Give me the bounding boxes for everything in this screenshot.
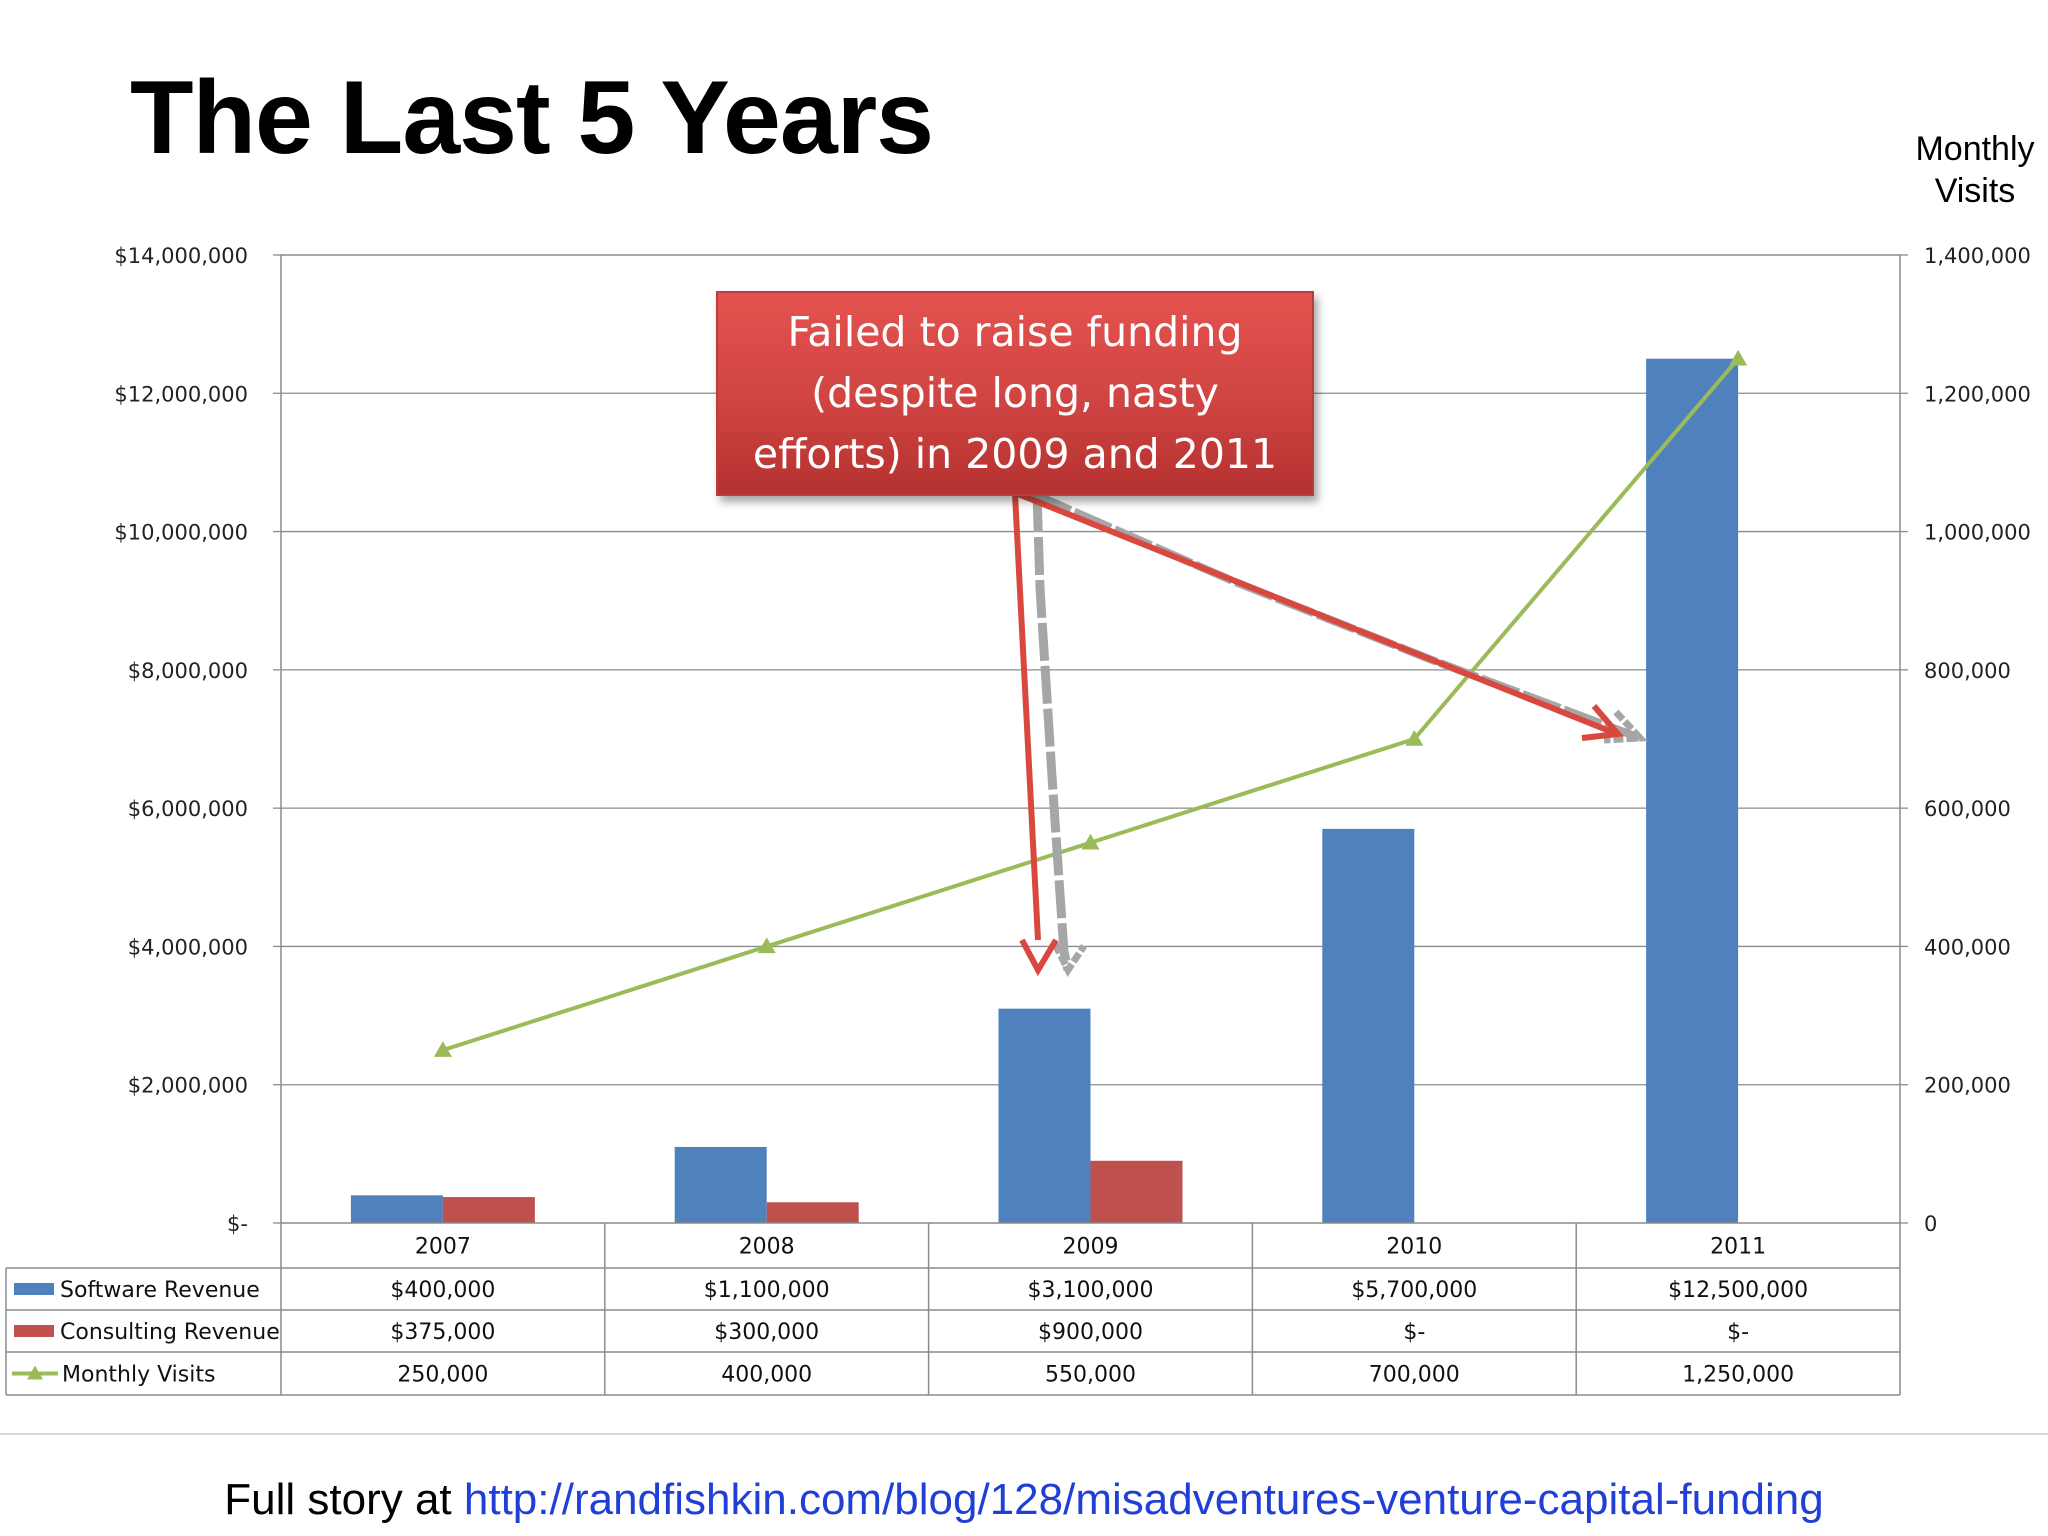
slide-title: The Last 5 Years — [130, 60, 934, 176]
visits-marker — [1405, 730, 1424, 746]
y-right-tick-label: 1,000,000 — [1924, 521, 2031, 545]
legend-key-consulting — [14, 1325, 54, 1337]
right-axis-title-line2: Visits — [1934, 172, 2016, 210]
data-table-cell: $400,000 — [390, 1278, 495, 1303]
annotation-arrows — [1012, 490, 1648, 977]
footer-link[interactable]: http://randfishkin.com/blog/128/misadven… — [463, 1475, 1824, 1524]
data-table-cell: $1,100,000 — [704, 1278, 830, 1303]
data-table-cell: 550,000 — [1045, 1363, 1136, 1388]
bar-consulting-revenue — [766, 1202, 859, 1223]
footer: Full story at http://randfishkin.com/blo… — [0, 1472, 2048, 1528]
data-table-cell: 700,000 — [1369, 1363, 1460, 1388]
y-right-tick-label: 200,000 — [1924, 1074, 2011, 1098]
arrow-to-2011 — [1016, 491, 1614, 735]
legend-key-software — [14, 1283, 54, 1295]
funding-callout: Failed to raise funding (despite long, n… — [716, 291, 1314, 496]
legend-label: Monthly Visits — [62, 1363, 215, 1388]
data-table-cell: $5,700,000 — [1351, 1278, 1477, 1303]
arrow-to-2011-head — [1581, 704, 1624, 741]
legend-label: Software Revenue — [60, 1278, 260, 1303]
data-table-cell: $375,000 — [390, 1320, 495, 1345]
y-right-tick-label: 1,200,000 — [1924, 382, 2031, 406]
arrow-to-2011-shadow — [1032, 490, 1642, 742]
data-table-cell: $12,500,000 — [1668, 1278, 1808, 1303]
axes: $- 0 $2,000,000 200,000 $4,000,000 400,000 $6,… — [114, 244, 2031, 1236]
arrow-to-2009 — [1012, 493, 1041, 941]
y-left-tick-label: $- — [227, 1212, 248, 1236]
data-table: 2007 2008 2009 2010 2011 Software Revenue $400… — [5, 1223, 1901, 1396]
y-right-tick-label: 400,000 — [1924, 935, 2011, 959]
data-table-cell: $300,000 — [714, 1320, 819, 1345]
legend-key-visits-marker — [27, 1365, 43, 1380]
visits-marker — [1081, 833, 1100, 850]
visits-line — [433, 349, 1748, 1057]
bars — [350, 358, 1739, 1223]
bar-software-revenue — [674, 1146, 767, 1223]
bar-software-revenue — [1322, 828, 1415, 1223]
y-left-tick-label: $6,000,000 — [128, 797, 248, 821]
y-left-tick-label: $2,000,000 — [128, 1074, 248, 1098]
y-left-tick-label: $4,000,000 — [128, 935, 248, 959]
x-category-label: 2009 — [1063, 1235, 1119, 1260]
y-right-tick-label: 1,400,000 — [1924, 244, 2031, 268]
legend-label: Consulting Revenue — [60, 1320, 280, 1345]
y-right-tick-label: 0 — [1924, 1212, 1937, 1236]
data-table-cell: $- — [1403, 1320, 1425, 1345]
y-right-tick-label: 800,000 — [1924, 659, 2011, 683]
y-left-tick-label: $12,000,000 — [114, 382, 248, 406]
data-table-cell: $900,000 — [1038, 1320, 1143, 1345]
bar-software-revenue — [998, 1008, 1091, 1223]
x-category-label: 2007 — [415, 1235, 471, 1260]
bar-software-revenue — [350, 1195, 443, 1223]
y-left-tick-label: $8,000,000 — [128, 659, 248, 683]
visits-marker — [757, 937, 776, 954]
right-axis-title: Monthly Visits — [1895, 128, 2048, 212]
x-category-label: 2010 — [1386, 1235, 1442, 1260]
visits-marker — [1729, 349, 1748, 366]
gridlines — [281, 392, 1900, 1086]
arrow-to-2011-shadow-head — [1603, 709, 1648, 744]
arrow-to-2009-shadow-head — [1051, 942, 1087, 977]
bar-software-revenue — [1646, 358, 1739, 1223]
revenue-visits-chart: $- 0 $2,000,000 200,000 $4,000,000 400,000 $6,… — [5, 244, 2031, 1396]
y-left-tick-label: $10,000,000 — [114, 521, 248, 545]
footer-divider — [0, 1433, 2048, 1435]
right-axis-title-line1: Monthly — [1915, 130, 2035, 168]
data-table-cell: 250,000 — [397, 1363, 488, 1388]
bar-consulting-revenue — [442, 1197, 535, 1223]
y-right-tick-label: 600,000 — [1924, 797, 2011, 821]
arrow-to-2009-shadow — [1032, 493, 1073, 971]
arrow-to-2009-head — [1019, 938, 1059, 977]
data-table-cell: 1,250,000 — [1682, 1363, 1794, 1388]
y-left-tick-label: $14,000,000 — [114, 244, 248, 268]
visits-marker — [433, 1041, 452, 1057]
footer-prefix: Full story at — [224, 1475, 464, 1524]
x-category-label: 2008 — [739, 1235, 795, 1260]
data-table-cell: 400,000 — [721, 1363, 812, 1388]
bar-consulting-revenue — [1090, 1160, 1183, 1223]
plot-frame — [280, 254, 1901, 1224]
data-table-cell: $- — [1727, 1320, 1749, 1345]
x-category-label: 2011 — [1710, 1235, 1766, 1260]
data-table-cell: $3,100,000 — [1028, 1278, 1154, 1303]
